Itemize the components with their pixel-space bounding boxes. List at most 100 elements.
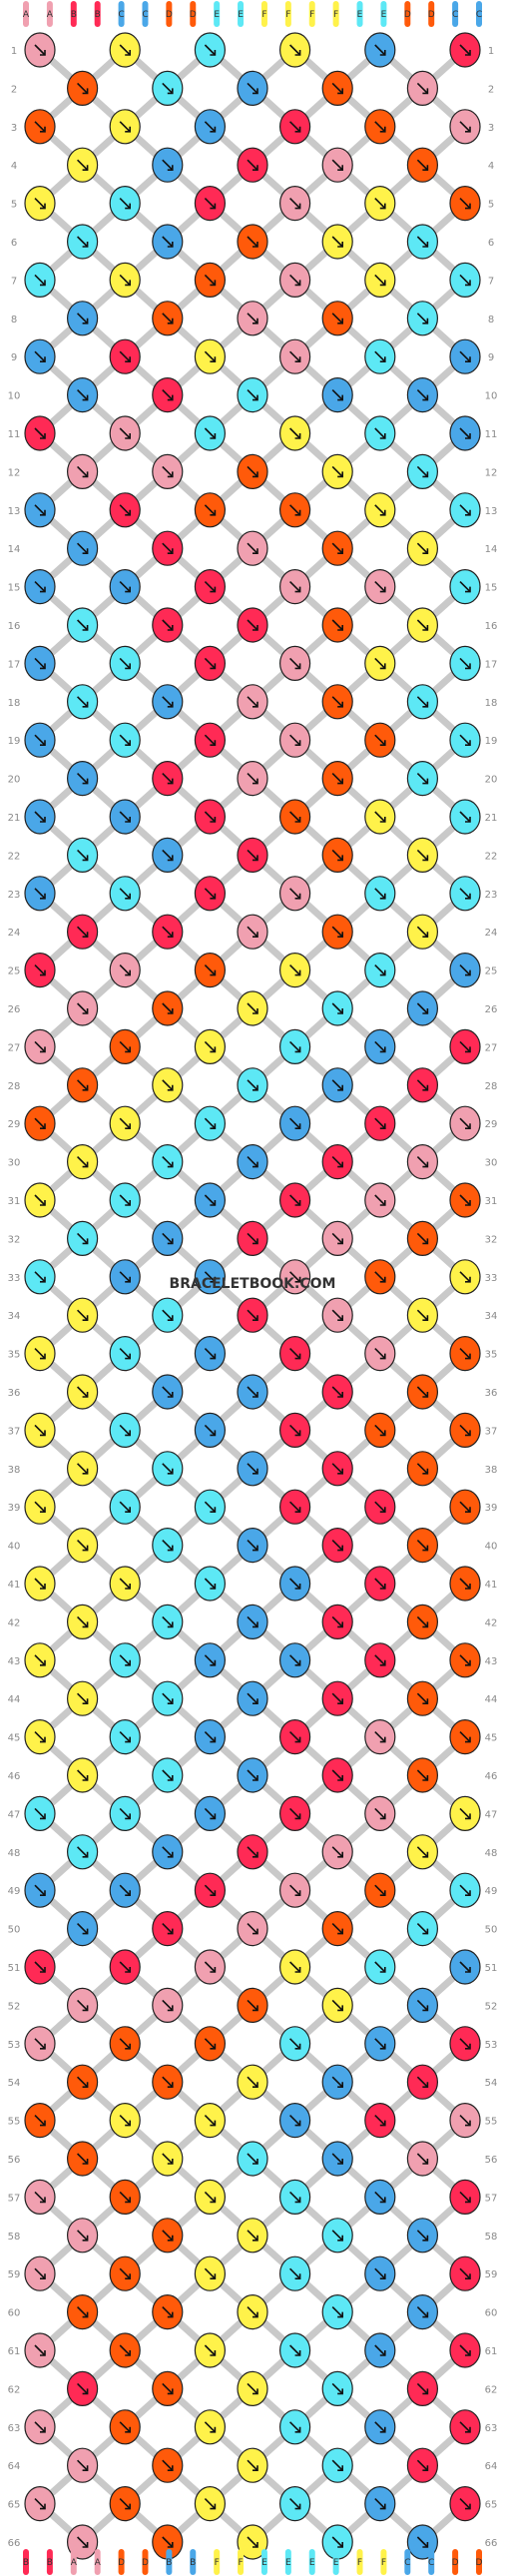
arrow-head-icon	[337, 2465, 344, 2471]
arrow-icon	[459, 2115, 471, 2127]
knot	[152, 147, 184, 183]
strand-letter: B	[71, 10, 77, 20]
knot	[449, 32, 481, 68]
arrow-head-icon	[40, 2120, 46, 2127]
knot	[449, 1949, 481, 1985]
arrow-head-icon	[379, 356, 386, 363]
knot	[406, 453, 438, 489]
knot	[406, 301, 438, 336]
arrow-head-icon	[125, 1890, 131, 1896]
arrow-icon	[459, 44, 471, 56]
knot	[237, 1297, 268, 1333]
arrow-head-icon	[210, 1659, 217, 1666]
arrow-icon	[162, 1156, 174, 1168]
arrow-icon	[34, 811, 46, 823]
row-number: 26	[8, 1004, 21, 1015]
arrow-icon	[119, 1194, 131, 1206]
knot	[449, 2255, 481, 2291]
knot	[24, 1489, 56, 1525]
arrow-icon	[416, 1540, 428, 1552]
arrow-head-icon	[82, 88, 89, 95]
arrow-head-icon	[252, 1928, 258, 1935]
arrow-icon	[247, 1079, 258, 1091]
knot	[449, 1259, 481, 1295]
knot	[109, 799, 141, 835]
arrow-icon	[331, 313, 343, 324]
arrow-head-icon	[252, 2311, 258, 2318]
knot	[364, 415, 396, 451]
knot	[279, 1105, 311, 1141]
knot	[279, 1259, 311, 1295]
arrow-icon	[77, 2230, 89, 2242]
arrow-head-icon	[125, 50, 131, 56]
row-number: 63	[485, 2423, 498, 2434]
arrow-icon	[247, 1692, 258, 1704]
arrow-head-icon	[337, 1698, 344, 1704]
arrow-head-icon	[210, 1276, 217, 1283]
knot	[406, 2370, 438, 2406]
arrow-icon	[374, 1578, 386, 1590]
arrow-icon	[374, 44, 386, 56]
knot	[406, 990, 438, 1026]
knot	[237, 1757, 268, 1793]
knot	[321, 1143, 353, 1180]
arrow-icon	[162, 82, 174, 94]
arrow-head-icon	[167, 625, 174, 631]
knot	[449, 1105, 481, 1141]
knot	[279, 722, 311, 758]
strand-letter: C	[452, 10, 458, 20]
arrow-icon	[162, 2306, 174, 2318]
arrow-icon	[247, 696, 258, 708]
arrow-head-icon	[465, 2503, 471, 2510]
arrow-head-icon	[337, 1468, 344, 1475]
arrow-icon	[34, 1961, 46, 1973]
strand-letter: B	[47, 2558, 53, 2568]
row-number: 30	[8, 1158, 21, 1169]
arrow-head-icon	[252, 1698, 258, 1704]
knot	[152, 530, 184, 566]
arrow-icon	[77, 849, 89, 861]
knot	[237, 2524, 268, 2560]
arrow-icon	[331, 2076, 343, 2088]
knot	[279, 2103, 311, 2139]
knot	[449, 876, 481, 912]
arrow-head-icon	[210, 1123, 217, 1129]
knot	[66, 1757, 99, 1793]
knot	[194, 2255, 226, 2291]
arrow-icon	[204, 504, 216, 516]
arrow-icon	[77, 82, 89, 94]
arrow-head-icon	[465, 1200, 471, 1206]
strand-letter: B	[190, 2558, 196, 2568]
knot	[321, 530, 353, 566]
row-number: 14	[8, 544, 21, 555]
knot	[406, 684, 438, 720]
arrow-icon	[331, 1386, 343, 1398]
row-number: 34	[8, 1311, 21, 1322]
arrow-head-icon	[252, 778, 258, 785]
arrow-head-icon	[167, 2005, 174, 2012]
knot	[449, 1182, 481, 1218]
arrow-head-icon	[337, 2388, 344, 2395]
arrow-head-icon	[465, 1890, 471, 1896]
arrow-icon	[204, 274, 216, 286]
row-number: 27	[485, 1042, 498, 1053]
row-number: 16	[485, 621, 498, 632]
knot	[364, 645, 396, 682]
arrow-icon	[119, 581, 131, 593]
knot	[321, 224, 353, 260]
knot	[66, 837, 99, 874]
arrow-head-icon	[465, 203, 471, 210]
knot	[449, 1412, 481, 1449]
arrow-icon	[34, 1884, 46, 1896]
arrow-icon	[459, 2421, 471, 2433]
arrow-head-icon	[167, 1851, 174, 1858]
arrow-icon	[34, 734, 46, 746]
knot	[66, 1834, 99, 1870]
knot	[406, 2064, 438, 2100]
knot	[321, 70, 353, 107]
arrow-icon	[119, 1578, 131, 1590]
knot	[109, 1566, 141, 1602]
arrow-icon	[34, 350, 46, 362]
row-number: 54	[485, 2078, 498, 2089]
arrow-head-icon	[167, 2311, 174, 2318]
